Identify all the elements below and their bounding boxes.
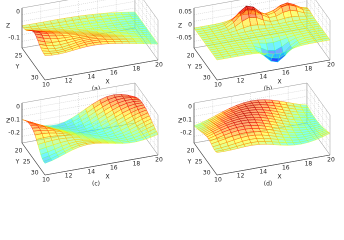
- axis-line: [44, 59, 159, 81]
- axis-line: [216, 154, 331, 176]
- x-tick-label: 18: [305, 161, 313, 168]
- axis-line: [21, 47, 46, 81]
- x-tick-label: 18: [133, 66, 141, 73]
- surface: [193, 2, 331, 63]
- z-tick-label: 0: [188, 22, 192, 29]
- x-tick-label: 18: [133, 161, 141, 168]
- axis-line: [193, 142, 218, 176]
- z-axis-label: Z: [178, 118, 182, 125]
- x-tick-label: 18: [305, 66, 313, 73]
- surface-cell: [43, 158, 53, 164]
- grid-line: [134, 7, 159, 41]
- x-tick-label: 10: [214, 177, 222, 184]
- surface: [21, 11, 159, 56]
- panel-label: (c): [92, 181, 100, 188]
- axis-line: [44, 154, 159, 176]
- z-tick-label: -0.1: [8, 117, 20, 124]
- z-tick-label: 0.05: [179, 9, 193, 16]
- axis-line: [21, 142, 46, 176]
- y-tick-label: 20: [187, 147, 195, 154]
- y-tick-label: 30: [31, 75, 39, 82]
- x-tick-label: 16: [282, 165, 290, 172]
- surface-cell: [43, 53, 53, 56]
- x-tick-label: 14: [87, 74, 95, 81]
- y-tick-label: 25: [15, 52, 23, 59]
- grid-line: [306, 102, 331, 136]
- y-axis-label: Y: [15, 159, 20, 166]
- panel: 0 -0.1 Z 25 30 Y 10 12 14 16 18 20 X (a): [6, 0, 163, 93]
- x-tick-label: 16: [282, 70, 290, 77]
- x-axis-label: X: [277, 174, 281, 181]
- y-axis-label: Y: [187, 64, 192, 71]
- y-tick-label: 25: [195, 64, 203, 71]
- grid-line: [306, 89, 331, 122]
- z-tick-label: 0: [16, 104, 20, 111]
- surface: [21, 94, 159, 164]
- x-tick-label: 14: [259, 74, 267, 81]
- x-axis-label: X: [105, 174, 109, 181]
- y-tick-label: 20: [187, 52, 195, 59]
- x-tick-label: 20: [155, 62, 163, 69]
- surface: [193, 99, 331, 153]
- x-tick-label: 20: [155, 157, 163, 164]
- x-tick-label: 20: [327, 157, 335, 164]
- z-tick-label: -0.2: [8, 130, 20, 137]
- panel-label: (d): [264, 181, 273, 188]
- y-tick-label: 20: [15, 147, 23, 154]
- x-tick-label: 14: [259, 169, 267, 176]
- y-tick-label: 30: [31, 170, 39, 177]
- y-axis-label: Y: [187, 159, 192, 166]
- surface-cell: [215, 149, 225, 153]
- z-tick-label: -0.2: [180, 130, 192, 137]
- z-tick-label: -0.1: [180, 117, 192, 124]
- x-tick-label: 10: [42, 177, 50, 184]
- y-axis-label: Y: [15, 64, 20, 71]
- x-tick-label: 12: [65, 78, 73, 85]
- axis-line: [193, 47, 218, 81]
- z-tick-label: 0: [188, 104, 192, 111]
- y-tick-label: 25: [23, 159, 31, 166]
- x-axis-label: X: [105, 79, 109, 86]
- y-tick-label: 30: [203, 170, 211, 177]
- grid-line: [138, 0, 159, 27]
- x-axis-label: X: [277, 79, 281, 86]
- x-tick-label: 10: [214, 82, 222, 89]
- axis-line: [216, 59, 331, 81]
- grid-line: [310, 0, 331, 27]
- x-tick-label: 14: [87, 169, 95, 176]
- x-tick-label: 12: [65, 173, 73, 180]
- z-axis-label: Z: [6, 118, 10, 125]
- x-tick-label: 12: [237, 173, 245, 180]
- surface-cell: [215, 56, 225, 61]
- x-tick-label: 16: [110, 70, 118, 77]
- z-axis-label: Z: [178, 23, 182, 30]
- y-tick-label: 25: [195, 159, 203, 166]
- x-tick-label: 20: [327, 62, 335, 69]
- panel-label: (a): [92, 86, 100, 93]
- figure: 0-0.1Z2530Y101214161820X(a)0.050-0.05Z20…: [6, 0, 335, 188]
- y-tick-label: 30: [203, 75, 211, 82]
- z-axis-label: Z: [6, 23, 10, 30]
- x-tick-label: 16: [110, 165, 118, 172]
- grid-line: [134, 89, 159, 122]
- z-tick-label: 0: [16, 9, 20, 16]
- z-tick-label: -0.1: [8, 35, 20, 42]
- x-tick-label: 12: [237, 78, 245, 85]
- z-tick-label: -0.05: [176, 35, 192, 42]
- x-tick-label: 10: [42, 82, 50, 89]
- panel-label: (b): [264, 86, 273, 93]
